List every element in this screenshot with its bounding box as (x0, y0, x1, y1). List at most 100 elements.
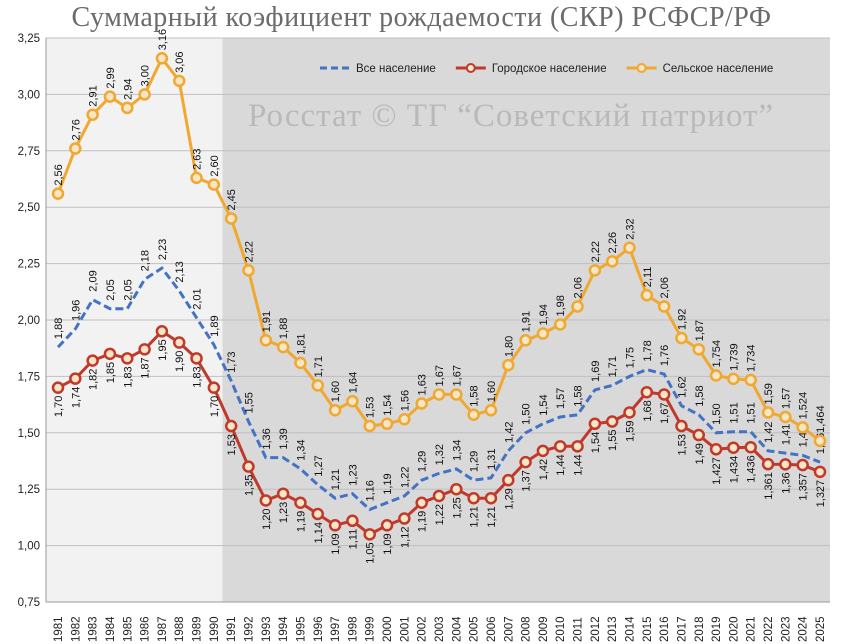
data-label: 2,11 (642, 267, 654, 288)
data-label: 2,63 (192, 148, 204, 169)
data-point (744, 373, 757, 387)
x-tick-label: 1985 (122, 616, 134, 642)
data-label: 1,35 (244, 475, 256, 496)
x-tick-label: 2020 (728, 616, 740, 642)
data-point (657, 300, 671, 313)
data-label: 2,32 (625, 218, 637, 239)
legend-entry: Все население (356, 63, 436, 75)
data-label: 1,54 (538, 394, 550, 415)
data-label: 1,29 (417, 451, 429, 472)
data-label: 1,19 (417, 511, 429, 532)
data-label: 1,92 (676, 309, 688, 330)
x-tick-label: 1990 (209, 616, 221, 642)
data-point (242, 264, 255, 277)
x-tick-label: 2021 (746, 616, 758, 642)
data-point (380, 519, 394, 532)
data-label: 1,23 (278, 502, 290, 523)
data-point (51, 187, 65, 200)
data-label: 1,21 (486, 506, 498, 527)
data-point (761, 457, 775, 471)
x-tick-label: 2010 (555, 616, 567, 642)
data-point (276, 487, 290, 500)
data-label: 1,37 (521, 470, 533, 491)
data-point (727, 441, 740, 454)
data-point (692, 428, 706, 442)
x-tick-label: 2019 (711, 616, 723, 642)
data-label: 1,90 (174, 351, 186, 372)
data-point (121, 101, 134, 115)
data-label: 1,11 (347, 529, 359, 550)
x-tick-label: 2023 (780, 616, 792, 642)
data-label: 1,32 (434, 444, 446, 465)
data-point (138, 343, 151, 356)
x-tick-label: 1984 (105, 616, 117, 642)
data-label: 1,71 (607, 356, 619, 377)
data-point (727, 372, 740, 386)
data-label: 1,83 (122, 366, 134, 387)
data-label: 1,91 (261, 311, 273, 332)
data-point (432, 489, 446, 503)
legend-marker (465, 63, 476, 73)
data-label: 1,55 (244, 392, 256, 413)
x-tick-label: 2017 (676, 616, 688, 642)
data-label: 1,21 (330, 469, 342, 490)
data-label: 1,68 (642, 400, 654, 421)
x-tick-label: 1982 (70, 616, 82, 642)
data-point (675, 419, 688, 433)
data-label: 1,51 (746, 402, 758, 423)
data-label: 1,22 (434, 504, 446, 525)
y-tick-label: 3,25 (18, 33, 40, 45)
data-label: 1,64 (347, 372, 359, 393)
data-point (432, 388, 446, 401)
data-label: 2,60 (209, 155, 221, 176)
data-point (761, 406, 775, 419)
data-label: 1,91 (521, 311, 533, 332)
data-point (484, 491, 498, 505)
data-label: 3,16 (157, 29, 169, 50)
data-point (346, 394, 359, 408)
data-point (536, 444, 550, 458)
data-label: 1,734 (746, 344, 758, 372)
data-label: 1,58 (469, 385, 481, 406)
data-point (398, 413, 411, 426)
data-label: 1,44 (555, 454, 567, 475)
data-label: 1,63 (417, 374, 429, 395)
x-tick-label: 1997 (330, 616, 342, 642)
data-label: 1,67 (434, 365, 446, 386)
data-point (398, 512, 411, 525)
data-point (155, 52, 169, 65)
data-point (242, 460, 255, 473)
data-label: 3,06 (174, 51, 186, 72)
data-point (796, 458, 809, 472)
data-point (380, 417, 394, 431)
data-label: 1,57 (555, 388, 567, 409)
x-tick-label: 1993 (261, 616, 273, 642)
data-point (207, 178, 221, 191)
data-point (796, 421, 809, 434)
data-label: 1,89 (209, 315, 221, 336)
data-point (69, 142, 82, 155)
data-label: 1,50 (521, 403, 533, 424)
data-label: 1,31 (486, 448, 498, 469)
x-tick-label: 1983 (88, 616, 100, 642)
data-label: 1,19 (382, 473, 394, 494)
data-label: 1,327 (815, 480, 827, 508)
y-tick-label: 2,75 (18, 146, 40, 158)
data-label: 1,87 (140, 357, 152, 378)
x-tick-label: 1994 (278, 616, 290, 642)
data-label: 2,05 (105, 279, 117, 300)
data-label: 1,25 (451, 497, 463, 518)
legend-marker (636, 63, 647, 73)
data-label: 1,34 (295, 439, 307, 460)
data-label: 1,67 (451, 365, 463, 386)
data-label: 2,01 (192, 288, 204, 309)
data-label: 1,60 (330, 381, 342, 402)
data-label: 1,434 (728, 456, 740, 484)
data-label: 1,524 (798, 392, 810, 420)
data-label: 1,96 (70, 300, 82, 321)
data-label: 1,51 (728, 402, 740, 423)
data-point (121, 352, 134, 365)
data-label: 1,85 (105, 362, 117, 383)
x-tick-label: 2007 (503, 616, 515, 642)
data-label: 1,78 (642, 340, 654, 361)
